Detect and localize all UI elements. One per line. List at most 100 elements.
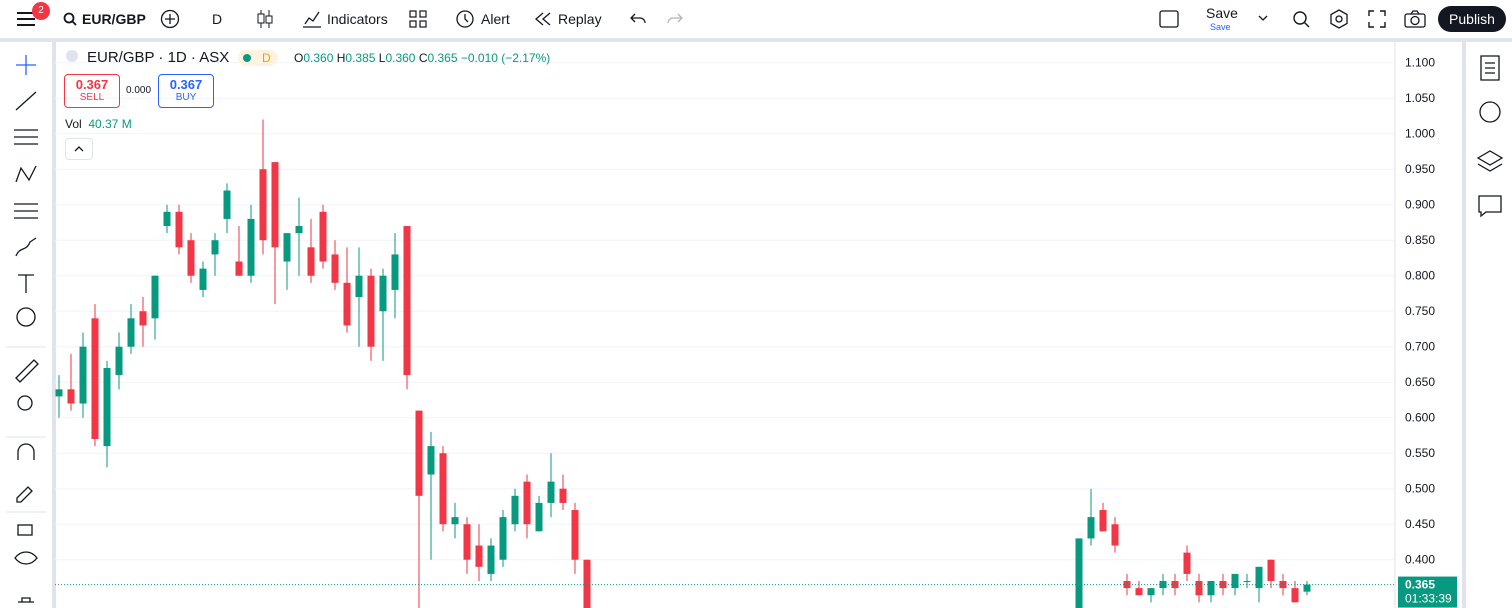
save-button[interactable]: Save <box>1206 5 1238 21</box>
candle-body <box>223 190 231 219</box>
replay-button[interactable]: Replay <box>558 11 602 27</box>
data-window-button[interactable] <box>1476 150 1504 172</box>
symbol-search[interactable]: EUR/GBP <box>82 11 146 27</box>
candle-body <box>79 346 87 404</box>
fullscreen-button[interactable] <box>1368 10 1386 28</box>
settings-button[interactable] <box>1329 9 1349 29</box>
candle-body <box>1147 588 1155 596</box>
emoji-tool[interactable] <box>16 307 36 327</box>
save-dropdown[interactable] <box>1258 15 1268 23</box>
volume-legend: Vol 40.37 M <box>65 117 132 131</box>
candle-body <box>571 510 579 560</box>
legend-title: EUR/GBP · 1D · ASX <box>87 49 230 66</box>
candle-body <box>523 481 531 525</box>
text-tool[interactable] <box>18 274 34 293</box>
quick-search[interactable] <box>1291 9 1311 29</box>
candle-body <box>1099 510 1107 532</box>
alerts-button[interactable] <box>1479 101 1501 123</box>
layout-button[interactable] <box>409 10 427 28</box>
layout-select[interactable] <box>1159 10 1179 28</box>
candle-body <box>319 211 327 262</box>
candle-body <box>283 233 291 262</box>
y-tick-label: 1.100 <box>1405 56 1435 70</box>
collapse-legend[interactable] <box>65 138 93 160</box>
sell-button[interactable]: 0.367 SELL <box>64 74 120 108</box>
candle-body <box>331 254 339 283</box>
status-dot <box>243 54 251 62</box>
candle-body <box>451 517 459 525</box>
magnet-tool[interactable] <box>17 443 35 460</box>
candle-body <box>1075 538 1083 608</box>
y-tick-label: 1.050 <box>1405 91 1435 105</box>
y-tick-label: 0.550 <box>1405 446 1435 460</box>
sell-label: SELL <box>79 92 105 103</box>
candle-body <box>355 275 363 298</box>
zoom-tool[interactable] <box>17 395 33 411</box>
candle-body <box>55 389 63 397</box>
trend-line-tool[interactable] <box>15 91 37 111</box>
last-price-tag <box>1398 576 1457 608</box>
candle-body <box>1087 517 1095 539</box>
candle-body <box>103 368 111 447</box>
candle-body <box>475 545 483 567</box>
interval-button[interactable]: D <box>212 11 223 27</box>
candle-body <box>415 410 423 496</box>
buy-button[interactable]: 0.367 BUY <box>158 74 214 108</box>
notification-badge: 2 <box>32 2 50 20</box>
top-toolbar: 2 EUR/GBP D Indicators Alert Replay Save… <box>0 0 1512 42</box>
candle-body <box>1231 573 1239 589</box>
candle-body <box>247 218 255 276</box>
candle-body <box>307 247 315 276</box>
candle-body <box>1267 559 1275 582</box>
undo-button[interactable] <box>630 12 646 26</box>
search-icon <box>63 12 77 26</box>
chevron <box>74 146 84 152</box>
forecast-tool[interactable] <box>14 203 38 219</box>
label: L <box>378 51 386 65</box>
candle-body <box>511 495 519 525</box>
candle-body <box>187 240 195 276</box>
candle-body <box>379 275 387 312</box>
candle-body <box>175 211 183 248</box>
candle-body <box>1195 581 1203 596</box>
candle-body <box>463 524 471 560</box>
candle-body <box>151 275 159 319</box>
indicators-button[interactable]: Indicators <box>327 11 388 27</box>
chat-button[interactable] <box>1478 195 1502 218</box>
lock-draw-tool[interactable] <box>16 486 33 503</box>
value: 0.360 <box>385 51 416 65</box>
visibility-tool[interactable] <box>14 551 38 565</box>
save-status: Save <box>1210 22 1231 32</box>
y-tick-label: 0.650 <box>1405 375 1435 389</box>
snapshot-button[interactable] <box>1404 10 1426 28</box>
measure-tool[interactable] <box>15 359 39 383</box>
candle-body <box>259 169 267 241</box>
last-price-label: 0.365 <box>1405 578 1435 592</box>
candle-body <box>1111 524 1119 546</box>
candle-body <box>403 226 411 376</box>
y-tick-label: 0.800 <box>1405 269 1435 283</box>
buy-price: 0.367 <box>169 77 203 92</box>
publish-button[interactable]: Publish <box>1438 6 1506 32</box>
alert-button[interactable]: Alert <box>481 11 510 27</box>
value: 0.360 <box>303 51 334 65</box>
fib-tool[interactable] <box>14 129 38 145</box>
spread: 0.000 <box>126 85 152 96</box>
drawing-tools <box>6 55 46 603</box>
compare-button[interactable] <box>160 9 180 29</box>
candle-body <box>295 226 303 234</box>
crosshair-tool[interactable] <box>16 55 36 75</box>
symbol-logo <box>66 50 78 62</box>
brush-tool[interactable] <box>15 237 37 257</box>
redo-button[interactable] <box>667 12 683 26</box>
watchlist-button[interactable] <box>1480 55 1500 81</box>
countdown: 01:33:39 <box>1405 592 1452 606</box>
candle-body <box>583 559 591 608</box>
trash-tool[interactable] <box>18 597 34 603</box>
lock-tool[interactable] <box>17 524 33 536</box>
pattern-tool[interactable] <box>15 165 37 183</box>
chart-type-button[interactable] <box>256 9 274 29</box>
chart: 0.400 0.450 0.500 0.550 0.600 0.650 0.700 0.750… <box>55 40 1457 608</box>
y-tick-label: 0.900 <box>1405 198 1435 212</box>
